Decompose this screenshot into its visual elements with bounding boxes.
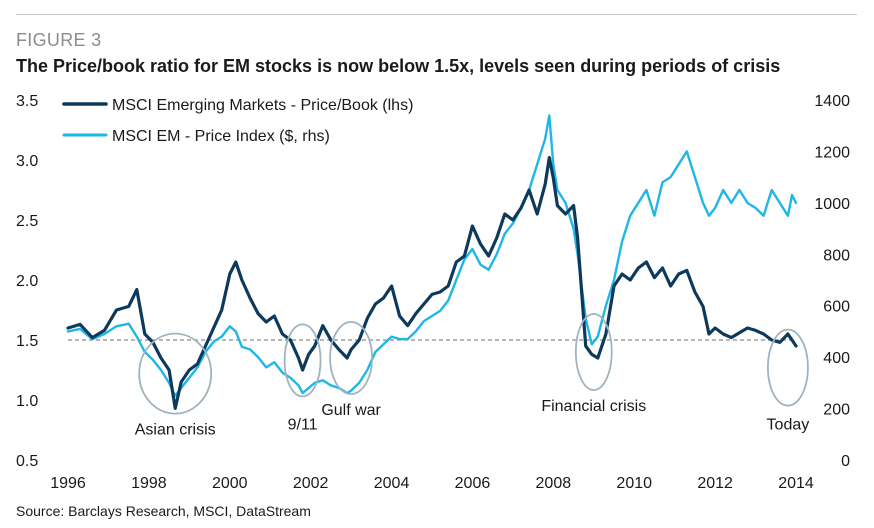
x-tick-label: 2004 (374, 475, 410, 492)
x-tick-label: 2002 (293, 475, 329, 492)
series-group (66, 114, 798, 410)
right-tick-label: 600 (823, 299, 850, 316)
right-tick-label: 1200 (814, 144, 850, 161)
annotation-label: Gulf war (321, 402, 381, 419)
annotation-label: Asian crisis (135, 422, 216, 439)
legend: MSCI Emerging Markets - Price/Book (lhs)… (62, 97, 413, 145)
crisis-ellipse (283, 323, 322, 398)
right-tick-label: 0 (841, 453, 850, 470)
legend-entry: MSCI EM - Price Index ($, rhs) (112, 128, 330, 145)
crisis-ellipse (329, 321, 374, 395)
x-tick-label: 2014 (778, 475, 814, 492)
left-axis-ticks: 0.5 1.0 1.5 2.0 2.5 3.0 3.5 (16, 93, 38, 470)
x-tick-label: 1998 (131, 475, 167, 492)
left-tick-label: 3.0 (16, 153, 38, 170)
figure-label: FIGURE 3 (16, 30, 102, 50)
left-tick-label: 0.5 (16, 453, 38, 470)
right-tick-label: 800 (823, 247, 850, 264)
series-line-price-index (66, 114, 798, 397)
right-tick-label: 200 (823, 402, 850, 419)
left-tick-label: 3.5 (16, 93, 38, 110)
x-tick-label: 2012 (697, 475, 733, 492)
x-tick-label: 2010 (616, 475, 652, 492)
annotation-label: 9/11 (288, 416, 318, 433)
x-axis-ticks: 1996 1998 2000 2002 2004 2006 2008 2010 2012 2014 (50, 475, 814, 492)
right-tick-label: 1400 (814, 93, 850, 110)
left-tick-label: 2.5 (16, 213, 38, 230)
annotation-label: Financial crisis (541, 398, 646, 415)
crisis-ellipse (138, 332, 213, 415)
crisis-ellipse (767, 328, 809, 407)
right-axis-ticks: 0 200 400 600 800 1000 1200 1400 (814, 93, 850, 470)
x-tick-label: 2000 (212, 475, 248, 492)
x-tick-label: 2008 (536, 475, 572, 492)
right-tick-label: 1000 (814, 196, 850, 213)
annotation-label: Today (767, 417, 810, 434)
left-tick-label: 1.0 (16, 393, 38, 410)
crisis-ellipse (574, 313, 613, 391)
series-line-price-book (66, 156, 798, 410)
x-tick-label: 2006 (455, 475, 491, 492)
left-tick-label: 1.5 (16, 333, 38, 350)
left-tick-label: 2.0 (16, 273, 38, 290)
source-note: Source: Barclays Research, MSCI, DataStr… (16, 503, 311, 519)
top-rule (16, 14, 857, 15)
chart-title: The Price/book ratio for EM stocks is no… (16, 56, 781, 76)
legend-entry: MSCI Emerging Markets - Price/Book (lhs) (112, 97, 413, 114)
crisis-ellipses (138, 313, 809, 415)
x-tick-label: 1996 (50, 475, 86, 492)
right-tick-label: 400 (823, 350, 850, 367)
